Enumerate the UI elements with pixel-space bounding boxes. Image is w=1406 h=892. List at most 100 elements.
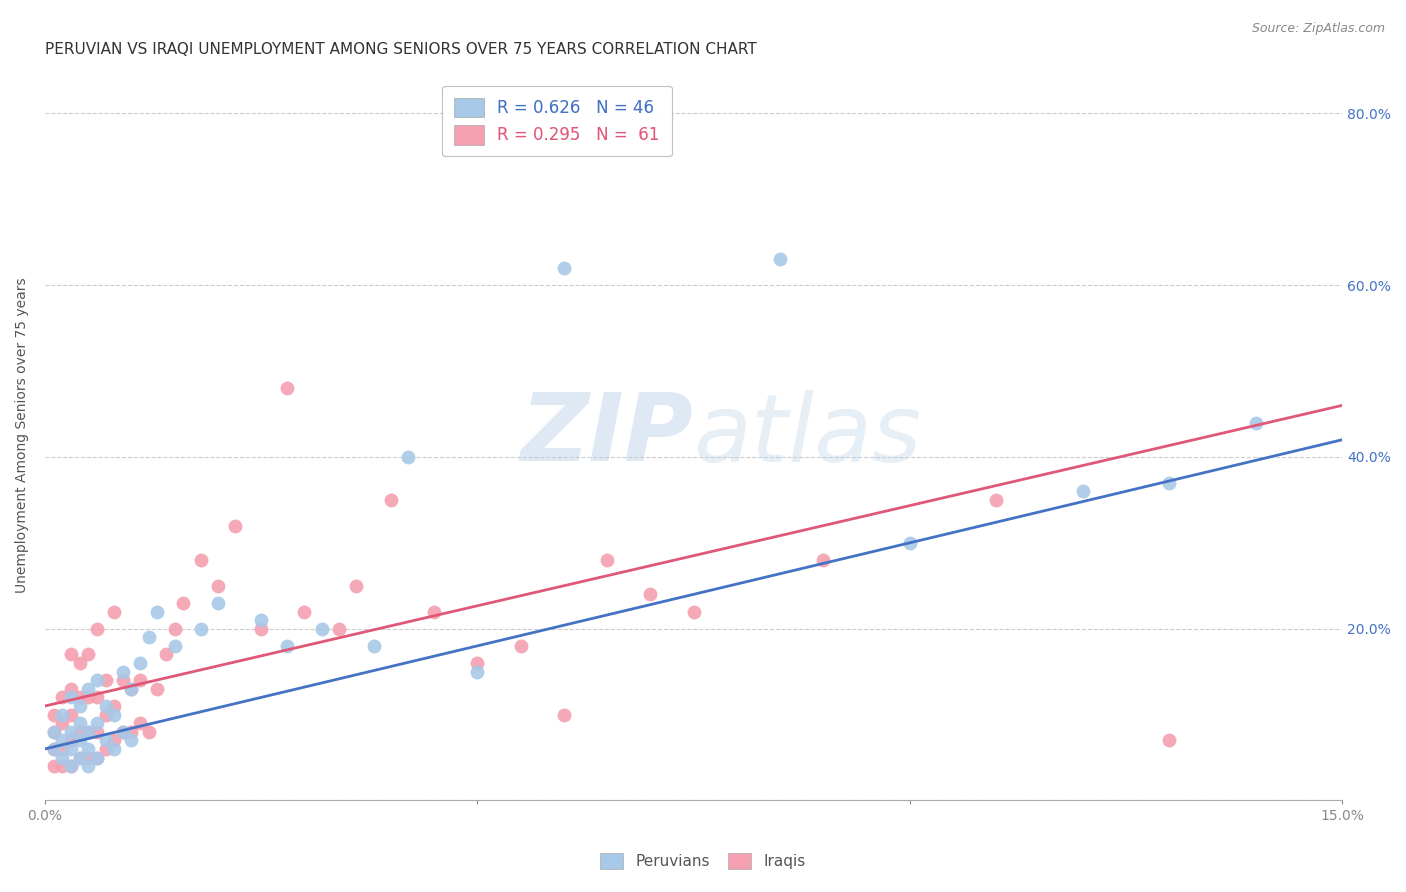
Point [69, 690, 91, 705]
Point [77, 681, 100, 696]
Point [69, 656, 91, 670]
Point [86, 673, 108, 688]
Point [553, 260, 575, 275]
Point [190, 622, 212, 636]
Point [224, 518, 246, 533]
Point [120, 724, 142, 739]
Point [311, 622, 333, 636]
Point [77, 724, 100, 739]
Point [103, 707, 125, 722]
Point [51, 759, 73, 773]
Point [94, 673, 117, 688]
Point [59, 759, 82, 773]
Point [103, 742, 125, 756]
Point [163, 639, 186, 653]
Point [155, 648, 177, 662]
Point [51, 750, 73, 764]
Point [59, 742, 82, 756]
Text: ZIP: ZIP [520, 390, 693, 482]
Point [207, 579, 229, 593]
Point [59, 648, 82, 662]
Point [146, 605, 169, 619]
Legend: Peruvians, Iraqis: Peruvians, Iraqis [595, 847, 811, 875]
Point [42, 742, 65, 756]
Point [190, 553, 212, 567]
Point [120, 733, 142, 747]
Point [250, 622, 273, 636]
Point [94, 733, 117, 747]
Point [42, 759, 65, 773]
Point [77, 648, 100, 662]
Point [59, 759, 82, 773]
Point [294, 605, 316, 619]
Legend: R = 0.626   N = 46, R = 0.295   N =  61: R = 0.626 N = 46, R = 0.295 N = 61 [443, 86, 672, 156]
Point [94, 742, 117, 756]
Point [42, 724, 65, 739]
Point [423, 605, 446, 619]
Point [86, 622, 108, 636]
Point [129, 656, 152, 670]
Point [94, 698, 117, 713]
Point [138, 724, 160, 739]
Point [86, 716, 108, 731]
Point [207, 596, 229, 610]
Point [1071, 484, 1094, 499]
Point [51, 733, 73, 747]
Point [396, 450, 419, 464]
Point [86, 690, 108, 705]
Point [42, 724, 65, 739]
Point [59, 707, 82, 722]
Point [59, 724, 82, 739]
Point [69, 716, 91, 731]
Point [42, 707, 65, 722]
Point [250, 613, 273, 627]
Point [986, 492, 1008, 507]
Point [163, 622, 186, 636]
Point [86, 750, 108, 764]
Point [51, 742, 73, 756]
Point [898, 536, 921, 550]
Point [111, 724, 134, 739]
Point [103, 605, 125, 619]
Point [509, 639, 531, 653]
Point [328, 622, 350, 636]
Point [111, 665, 134, 679]
Point [77, 750, 100, 764]
Point [51, 690, 73, 705]
Point [553, 707, 575, 722]
Point [813, 553, 835, 567]
Point [51, 707, 73, 722]
Point [94, 707, 117, 722]
Point [69, 733, 91, 747]
Point [129, 673, 152, 688]
Point [138, 630, 160, 644]
Point [129, 716, 152, 731]
Point [172, 596, 194, 610]
Point [120, 681, 142, 696]
Text: Source: ZipAtlas.com: Source: ZipAtlas.com [1251, 22, 1385, 36]
Point [103, 698, 125, 713]
Point [120, 681, 142, 696]
Point [69, 698, 91, 713]
Point [77, 742, 100, 756]
Point [59, 733, 82, 747]
Point [77, 724, 100, 739]
Point [682, 605, 704, 619]
Point [69, 750, 91, 764]
Point [59, 681, 82, 696]
Point [111, 724, 134, 739]
Point [276, 639, 298, 653]
Point [69, 750, 91, 764]
Point [51, 716, 73, 731]
Point [363, 639, 385, 653]
Point [111, 673, 134, 688]
Point [640, 587, 662, 601]
Point [467, 665, 489, 679]
Point [344, 579, 367, 593]
Point [1159, 475, 1181, 490]
Point [103, 733, 125, 747]
Point [69, 724, 91, 739]
Point [596, 553, 619, 567]
Point [77, 690, 100, 705]
Point [467, 656, 489, 670]
